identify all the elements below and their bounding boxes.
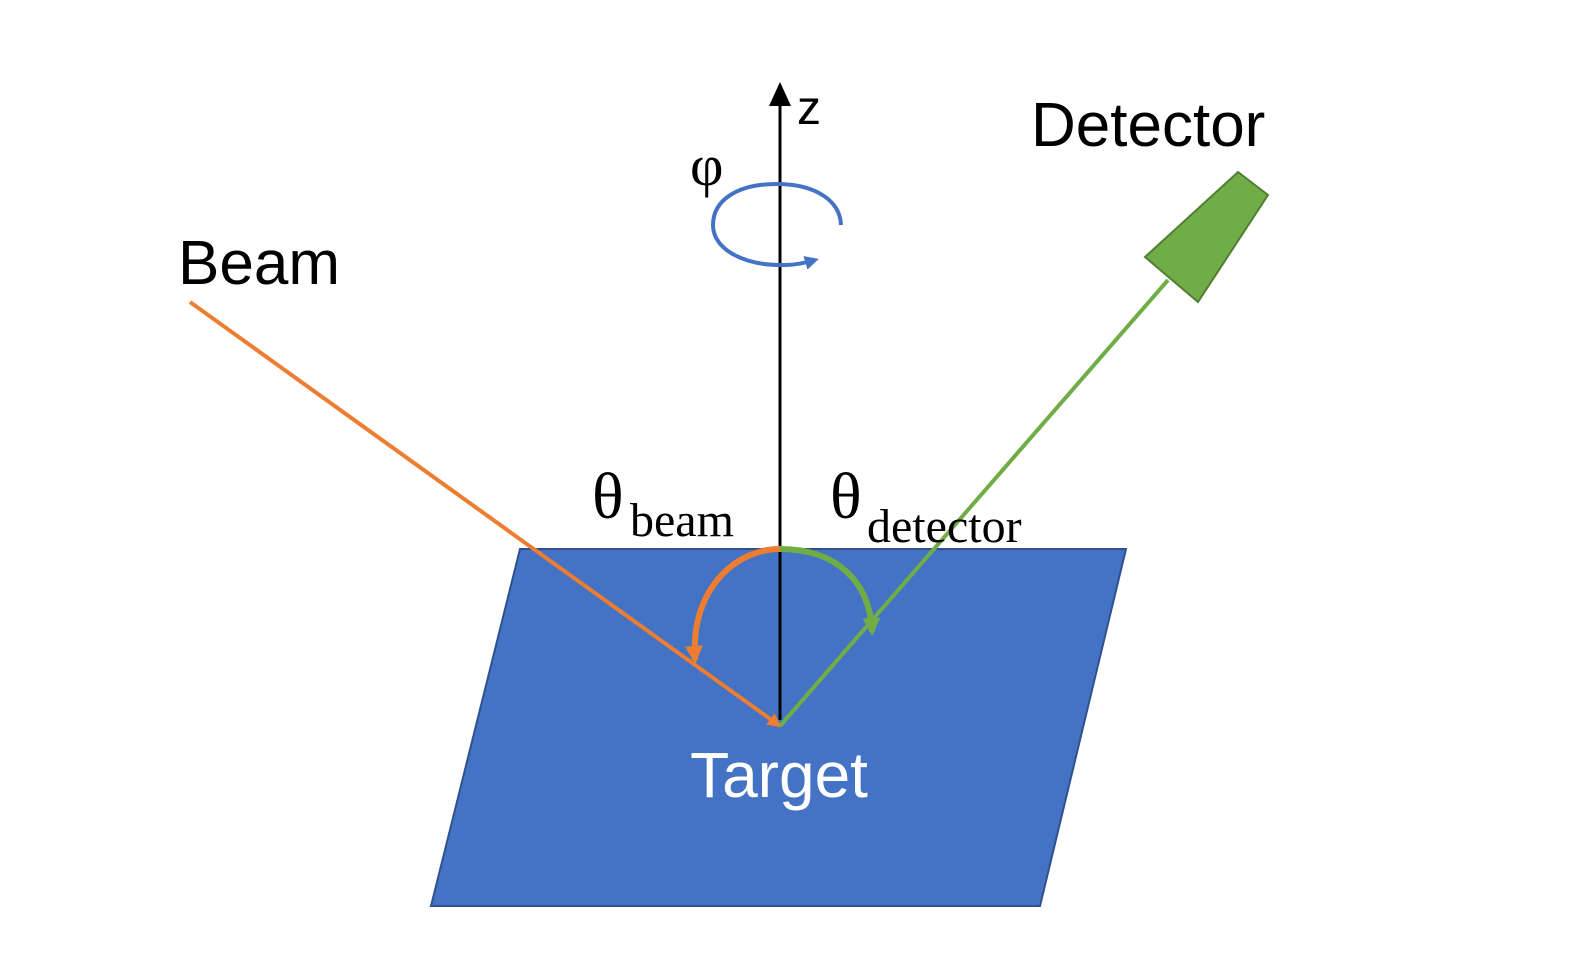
phi-label: φ [690, 133, 723, 198]
beam-ray [188, 300, 782, 728]
target-plane [429, 548, 1128, 907]
theta-beam-symbol: θ [592, 460, 624, 533]
theta-detector-arc [779, 546, 881, 636]
rotation-arrow-icon [710, 181, 843, 270]
theta-beam-arc [685, 546, 781, 664]
detector-ray [778, 278, 1170, 728]
theta-beam-subscript: beam [630, 494, 734, 547]
z-axis-arrowhead [769, 82, 791, 106]
z-axis-label: z [797, 82, 821, 135]
beam-label: Beam [178, 229, 340, 298]
theta-detector-symbol: θ [830, 460, 862, 533]
theta-detector-subscript: detector [867, 500, 1022, 553]
detector-label: Detector [1031, 91, 1265, 160]
target-label: Target [690, 739, 868, 811]
detector-trapezoid-icon [1143, 170, 1270, 304]
